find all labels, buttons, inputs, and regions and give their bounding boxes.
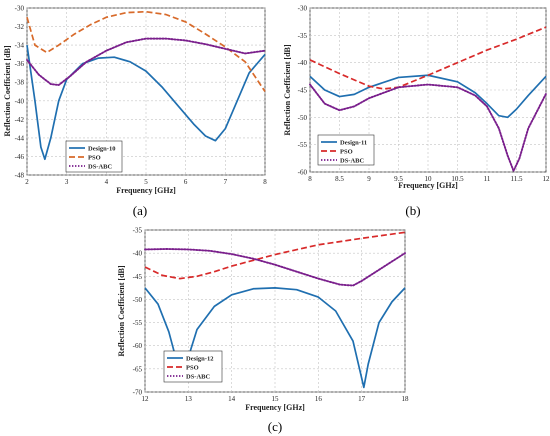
legend-label-a: Design-10: [88, 145, 115, 152]
series-line-pso-a: [26, 10, 266, 92]
y-tick-label-b: -35: [298, 32, 308, 40]
legend-label-c: DS-ABC: [186, 373, 211, 380]
chart-c: 12 13 14 15 16 17 18 -70 -65 -60 -55 -50 -45 -40 -35 F…: [117, 227, 409, 435]
series-line-design-10-a: [26, 44, 266, 161]
x-tick-label-c: 17: [358, 395, 366, 403]
legend-label-c: Design-12: [186, 355, 213, 362]
y-tick-label-a: -36: [15, 60, 25, 68]
series-line-ds-abc-c: [144, 248, 406, 287]
x-tick-label-b: 11.5: [511, 175, 523, 183]
x-tick-label-c: 12: [142, 395, 150, 403]
y-tick-label-b: -55: [298, 141, 308, 149]
x-tick-label-b: 8: [308, 175, 312, 183]
series-line-design-11-b: [309, 74, 547, 119]
y-tick-label-b: -50: [298, 114, 308, 122]
x-tick-label-a: 3: [65, 178, 69, 186]
y-axis-label-b: Reflection Coefficient [dB]: [283, 44, 292, 135]
legend-label-a: DS-ABC: [88, 163, 113, 170]
series-line-ds-abc-b: [309, 83, 547, 172]
x-tick-label-a: 7: [224, 178, 228, 186]
legend-label-b: PSO: [340, 148, 353, 155]
y-tick-label-a: -40: [15, 97, 25, 105]
x-tick-label-a: 5: [144, 178, 148, 186]
y-axis-label-c: Reflection Coefficient [dB]: [117, 265, 126, 356]
y-tick-label-b: -30: [298, 5, 308, 13]
x-tick-label-a: 8: [263, 178, 267, 186]
series-line-ds-abc-a: [26, 37, 266, 86]
legend-label-b: Design-11: [340, 139, 367, 146]
panel-label-b: (b): [405, 203, 420, 218]
legend-c: Design-12 PSO DS-ABC: [163, 350, 223, 383]
y-tick-label-a: -44: [15, 134, 25, 142]
y-tick-label-b: -60: [298, 169, 308, 177]
panel-label-c: (c): [268, 419, 282, 434]
y-tick-label-c: -45: [133, 273, 143, 281]
x-axis-label-a: Frequency [GHz]: [116, 186, 176, 195]
legend-label-b: DS-ABC: [340, 157, 365, 164]
x-tick-label-b: 8.5: [335, 175, 344, 183]
x-tick-label-c: 13: [185, 395, 193, 403]
y-tick-label-b: -45: [298, 87, 308, 95]
panel-label-a: (a): [133, 203, 147, 218]
x-tick-label-b: 9.5: [394, 175, 403, 183]
chart-b: 8 8.5 9 9.5 10 10.5 11 11.5 12 -60 -55 -50 -45 -40 -35…: [283, 5, 550, 219]
x-axis-label-c: Frequency [GHz]: [245, 403, 305, 412]
x-tick-label-c: 18: [402, 395, 410, 403]
x-tick-label-a: 2: [25, 178, 29, 186]
x-tick-label-b: 10: [425, 175, 433, 183]
legend-a: Design-10 PSO DS-ABC: [65, 140, 123, 173]
y-tick-label-a: -34: [15, 42, 25, 50]
x-tick-label-b: 9: [367, 175, 371, 183]
y-tick-label-b: -40: [298, 59, 308, 67]
y-tick-label-a: -38: [15, 79, 25, 87]
x-tick-label-a: 4: [105, 178, 109, 186]
y-tick-label-a: -46: [15, 153, 25, 161]
legend-b: Design-11 PSO DS-ABC: [317, 134, 375, 166]
x-tick-label-c: 14: [228, 395, 236, 403]
series-line-pso-c: [144, 231, 406, 280]
y-tick-label-c: -50: [133, 296, 143, 304]
x-tick-label-c: 16: [315, 395, 323, 403]
y-tick-label-c: -35: [133, 227, 143, 235]
y-tick-label-c: -60: [133, 342, 143, 350]
chart-a: 2 3 4 5 6 7 8 -48 -46 -44 -42 -40 -38 -36 -34 -32 -30 Fr…: [3, 5, 267, 219]
x-tick-label-b: 12: [543, 175, 550, 183]
legend-label-a: PSO: [88, 154, 101, 161]
x-tick-label-c: 15: [272, 395, 280, 403]
y-tick-label-c: -55: [133, 319, 143, 327]
y-tick-label-a: -42: [15, 116, 25, 124]
x-tick-label-b: 11: [484, 175, 491, 183]
x-tick-label-a: 6: [184, 178, 188, 186]
y-tick-label-a: -48: [15, 172, 25, 180]
y-tick-label-a: -30: [15, 5, 25, 13]
y-tick-label-c: -70: [133, 389, 143, 397]
series-line-pso-b: [309, 26, 547, 90]
legend-label-c: PSO: [186, 364, 199, 371]
y-tick-label-c: -40: [133, 250, 143, 258]
x-axis-label-b: Frequency [GHz]: [398, 181, 458, 190]
y-tick-label-a: -32: [15, 23, 25, 31]
y-tick-label-c: -65: [133, 365, 143, 373]
y-axis-label-a: Reflection Coefficient [dB]: [3, 45, 12, 136]
x-tick-label-b: 10.5: [451, 175, 464, 183]
legend-box-a: [65, 140, 123, 173]
